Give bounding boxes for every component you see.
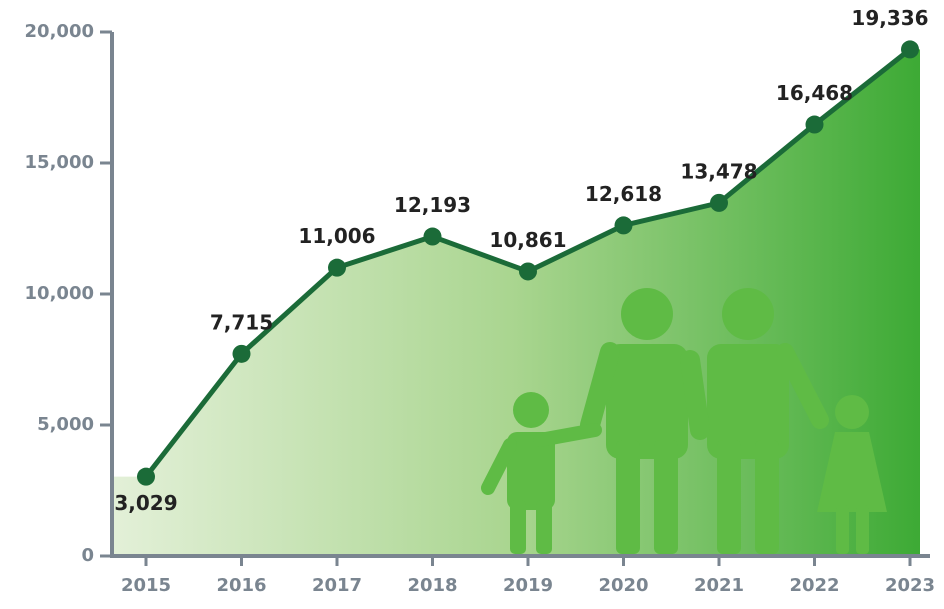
- point: [710, 193, 728, 212]
- data-label: 10,861: [489, 228, 566, 252]
- point: [519, 262, 537, 281]
- data-label: 12,193: [394, 193, 471, 217]
- y-tick-label: 20,000: [25, 21, 94, 42]
- y-tick-label: 5,000: [37, 414, 94, 435]
- point: [232, 344, 251, 363]
- data-label: 16,468: [776, 81, 853, 105]
- point: [614, 216, 633, 235]
- data-label: 11,006: [298, 224, 375, 248]
- point: [805, 115, 824, 134]
- x-tick-label: 2015: [121, 575, 171, 596]
- point: [137, 467, 155, 486]
- point: [901, 40, 919, 59]
- y-tick-label: 10,000: [25, 283, 94, 304]
- x-tick-label: 2021: [694, 575, 744, 596]
- x-tick-label: 2020: [598, 575, 648, 596]
- point: [328, 258, 346, 277]
- y-tick-label: 0: [81, 545, 94, 566]
- x-tick-label: 2019: [503, 575, 553, 596]
- data-label: 3,029: [114, 491, 177, 515]
- data-label: 7,715: [210, 310, 273, 334]
- data-label: 19,336: [851, 6, 928, 30]
- data-label: 12,618: [585, 182, 662, 206]
- x-tick-label: 2022: [789, 575, 839, 596]
- x-tick-label: 2016: [216, 575, 266, 596]
- point: [423, 227, 442, 246]
- family-illustration: [481, 288, 887, 554]
- x-tick-label: 2018: [407, 575, 457, 596]
- x-tick-label: 2023: [885, 575, 935, 596]
- y-tick-label: 15,000: [25, 152, 94, 173]
- x-tick-label: 2017: [312, 575, 362, 596]
- data-label: 13,478: [680, 159, 757, 183]
